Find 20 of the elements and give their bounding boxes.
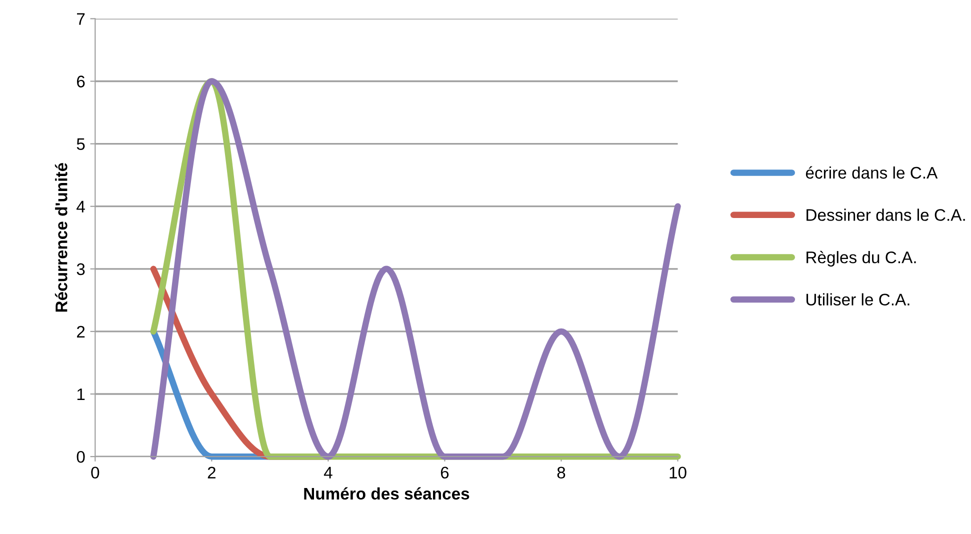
legend-label: Dessiner dans le C.A. [806, 208, 965, 221]
x-tick-label: 0 [91, 466, 100, 479]
x-tick-label: 10 [670, 466, 686, 479]
x-tick-label: 2 [208, 466, 216, 478]
y-tick-label: 1 [77, 388, 85, 400]
x-tick-label: 6 [440, 466, 449, 479]
y-tick-label: 3 [76, 263, 85, 276]
legend-label: Règles du C.A. [806, 250, 916, 267]
y-tick-label: 6 [77, 76, 85, 88]
y-tick-label: 4 [76, 200, 85, 212]
x-axis-title: Numéro des séances [304, 487, 470, 500]
x-tick-label: 4 [324, 466, 332, 478]
y-tick-label: 0 [76, 450, 85, 463]
y-axis-title: Récurrence d'unité [54, 163, 68, 312]
legend-label: Utiliser le C.A. [806, 293, 910, 306]
x-tick-label: 8 [557, 466, 566, 479]
y-tick-label: 2 [77, 326, 85, 338]
legend-label: écrire dans le C.A [806, 166, 938, 179]
y-tick-label: 5 [76, 138, 85, 150]
y-tick-label: 7 [77, 13, 85, 25]
